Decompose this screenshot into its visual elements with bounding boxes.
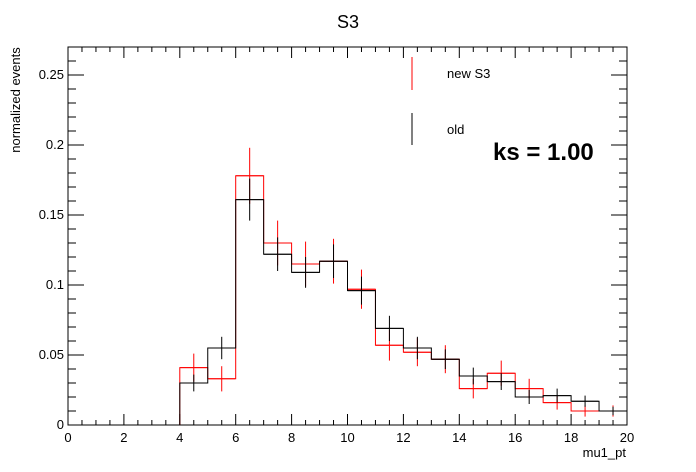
x-tick-label: 12: [396, 430, 410, 445]
x-tick-label: 4: [176, 430, 183, 445]
y-axis-label: normalized events: [8, 47, 23, 153]
y-tick-label: 0.05: [39, 347, 64, 362]
ks-annotation: ks = 1.00: [493, 139, 594, 166]
y-tick-label: 0.1: [46, 277, 64, 292]
x-tick-label: 14: [452, 430, 466, 445]
x-tick-label: 16: [508, 430, 522, 445]
legend: new S3 old: [411, 57, 490, 145]
x-tick-label: 10: [340, 430, 354, 445]
x-axis-ticks: 0 2 4 6 8 10 12 14 16 18 20: [64, 47, 634, 445]
legend-label-new-s3: new S3: [447, 66, 490, 81]
series-old: [179, 178, 627, 425]
y-axis-ticks: 0 0.05 0.1 0.15 0.2 0.25: [39, 46, 627, 432]
y-tick-label: 0.2: [46, 137, 64, 152]
chart-title: S3: [337, 12, 359, 32]
x-tick-label: 2: [120, 430, 127, 445]
x-tick-label: 20: [620, 430, 634, 445]
y-tick-label: 0: [57, 417, 64, 432]
y-tick-label: 0.15: [39, 207, 64, 222]
x-tick-label: 6: [232, 430, 239, 445]
x-axis-label: mu1_pt: [583, 445, 627, 460]
x-tick-label: 0: [64, 430, 71, 445]
legend-label-old: old: [447, 122, 464, 137]
y-tick-label: 0.25: [39, 67, 64, 82]
x-tick-label: 8: [288, 430, 295, 445]
histogram-series: [179, 147, 627, 425]
x-tick-label: 18: [564, 430, 578, 445]
